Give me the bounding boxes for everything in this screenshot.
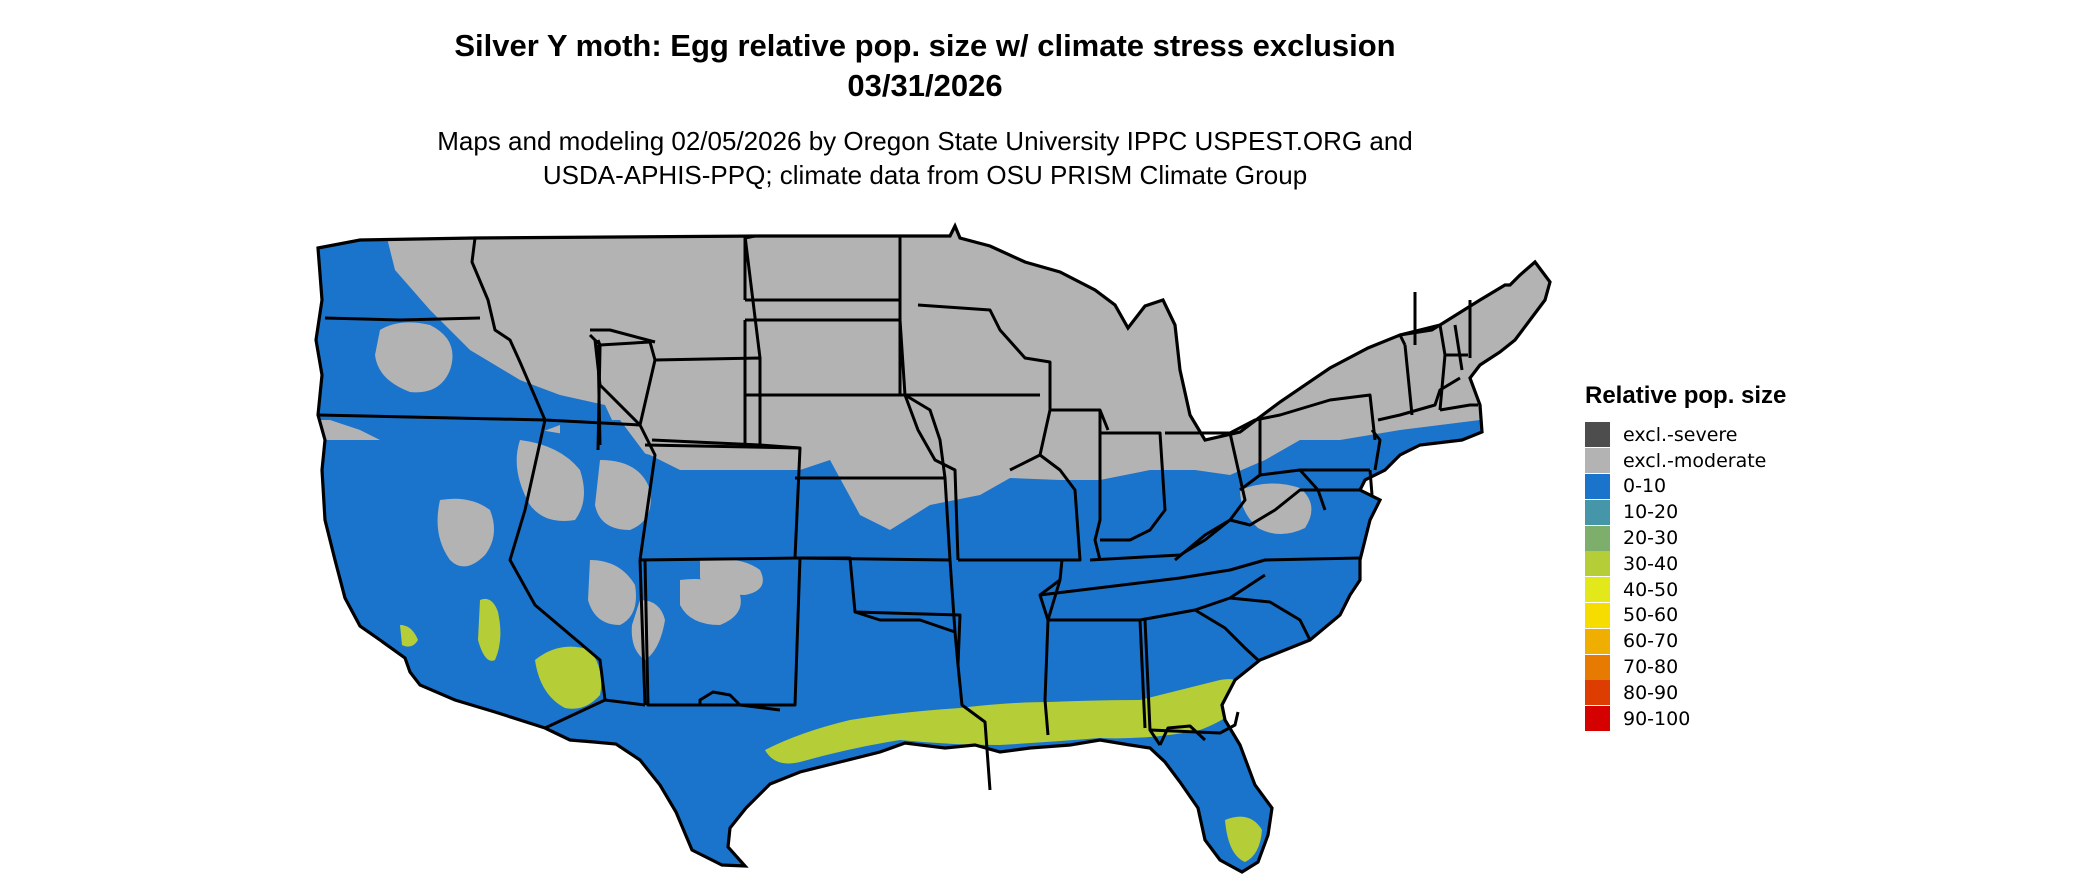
legend-item: excl.-moderate (1585, 448, 1786, 474)
legend-swatch (1585, 473, 1610, 499)
legend-swatch (1585, 628, 1610, 654)
legend-swatch (1585, 525, 1610, 551)
legend-label: excl.-severe (1623, 423, 1738, 446)
map-title-date: 03/31/2026 (847, 68, 1003, 103)
legend: Relative pop. size excl.-severe excl.-mod… (1585, 382, 1786, 732)
legend-swatch (1585, 577, 1610, 603)
legend-label: 10-20 (1623, 501, 1679, 524)
legend-item: 80-90 (1585, 680, 1786, 706)
legend-swatch (1585, 551, 1610, 577)
legend-item: 50-60 (1585, 602, 1786, 629)
legend-item: 30-40 (1585, 551, 1786, 577)
legend-label: excl.-moderate (1623, 449, 1767, 472)
legend-item: 40-50 (1585, 577, 1786, 603)
map-subtitle-line2: USDA-APHIS-PPQ; climate data from OSU PR… (542, 160, 1308, 190)
legend-item: 20-30 (1585, 525, 1786, 551)
legend-label: 60-70 (1623, 630, 1679, 653)
legend-swatch (1585, 706, 1610, 732)
map-title: Silver Y moth: Egg relative pop. size w/… (0, 26, 1850, 106)
legend-swatch (1585, 654, 1610, 680)
legend-item: 10-20 (1585, 499, 1786, 525)
legend-title: Relative pop. size (1585, 382, 1787, 409)
legend-items: excl.-severe excl.-moderate 0-10 10-20 20-30… (1585, 422, 1786, 732)
us-map (300, 220, 1560, 890)
legend-label: 70-80 (1623, 656, 1679, 679)
legend-item: 0-10 (1585, 473, 1786, 500)
legend-label: 50-60 (1623, 604, 1679, 627)
legend-swatch (1585, 448, 1610, 474)
legend-label: 90-100 (1623, 707, 1691, 730)
legend-item: 60-70 (1585, 628, 1786, 654)
legend-item: 70-80 (1585, 654, 1786, 680)
legend-swatch (1585, 680, 1610, 706)
legend-swatch (1585, 499, 1610, 525)
map-subtitle: Maps and modeling 02/05/2026 by Oregon S… (0, 124, 1850, 192)
legend-swatch (1585, 602, 1610, 628)
legend-item: 90-100 (1585, 706, 1786, 732)
map-title-line1: Silver Y moth: Egg relative pop. size w/… (454, 28, 1396, 63)
legend-label: 20-30 (1623, 527, 1679, 550)
map-subtitle-line1: Maps and modeling 02/05/2026 by Oregon S… (437, 126, 1413, 156)
legend-label: 0-10 (1623, 475, 1667, 498)
legend-label: 80-90 (1623, 681, 1679, 704)
legend-item: excl.-severe (1585, 422, 1786, 448)
legend-swatch (1585, 422, 1610, 448)
legend-label: 40-50 (1623, 578, 1679, 601)
legend-label: 30-40 (1623, 552, 1679, 575)
